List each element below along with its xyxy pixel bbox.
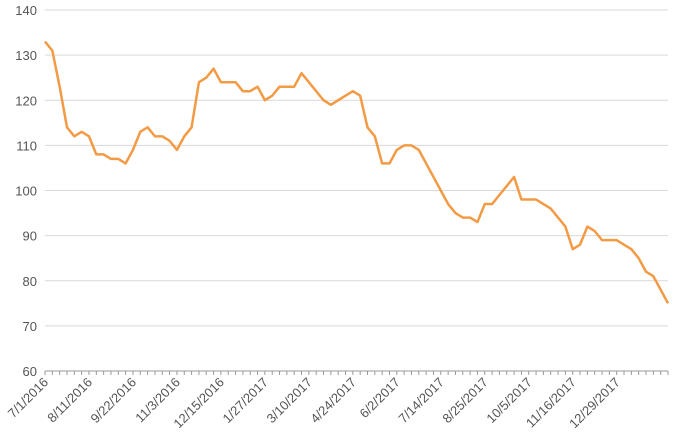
y-tick-label: 60 (23, 364, 37, 379)
series-line (44, 40, 670, 304)
x-tick-label: 4/24/2017 (307, 375, 359, 427)
x-tick-label: 8/11/2016 (44, 375, 95, 426)
y-tick-label: 70 (23, 319, 37, 334)
y-tick-label: 110 (16, 138, 37, 153)
y-tick-label: 140 (15, 3, 37, 18)
x-tick-label: 9/22/2016 (88, 375, 140, 427)
x-tick-label: 3/10/2017 (263, 375, 315, 427)
y-tick-label: 90 (23, 229, 37, 244)
y-tick-label: 130 (15, 48, 37, 63)
y-tick-label: 80 (23, 274, 37, 289)
y-tick-label: 100 (15, 184, 37, 199)
y-tick-label: 120 (15, 93, 37, 108)
x-tick-label: 7/14/2017 (395, 375, 447, 427)
x-tick-label: 8/25/2017 (439, 375, 491, 427)
x-tick-label: 1/27/2017 (219, 375, 271, 427)
